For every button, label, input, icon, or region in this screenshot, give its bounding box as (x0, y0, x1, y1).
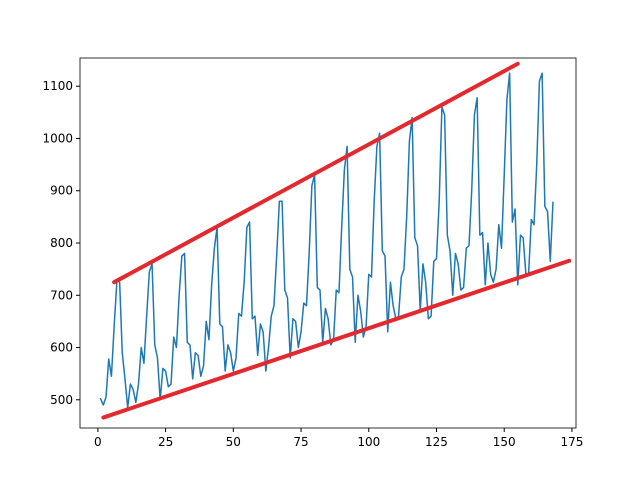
x-tick-label: 50 (226, 435, 241, 449)
x-tick-label: 0 (94, 435, 102, 449)
x-tick-label: 100 (357, 435, 380, 449)
y-tick-label: 1100 (42, 79, 73, 93)
y-tick-label: 500 (50, 393, 73, 407)
plot-frame (79, 57, 577, 429)
y-tick-label: 1000 (42, 131, 73, 145)
y-tick-label: 600 (50, 341, 73, 355)
x-tick-label: 75 (293, 435, 308, 449)
x-tick-label: 150 (493, 435, 516, 449)
x-tick-label: 25 (158, 435, 173, 449)
series-line (101, 258, 572, 420)
y-tick-label: 700 (50, 288, 73, 302)
y-tick-label: 800 (50, 236, 73, 250)
series-line (112, 61, 520, 285)
x-tick-label: 125 (425, 435, 448, 449)
x-tick-label: 175 (560, 435, 583, 449)
series-line (99, 72, 554, 409)
y-tick-label: 900 (50, 184, 73, 198)
